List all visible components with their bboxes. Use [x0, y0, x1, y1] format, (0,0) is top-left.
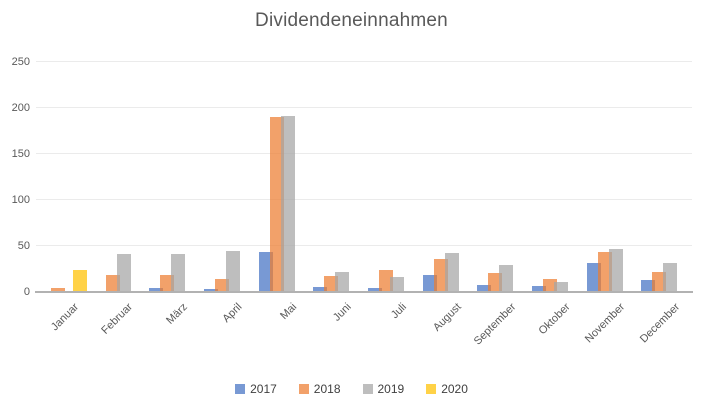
x-axis-line	[35, 291, 693, 293]
gridline-250	[36, 61, 692, 62]
bar-2019-august	[444, 253, 459, 292]
bar-2018-mai	[269, 117, 284, 292]
bar-2018-märz	[160, 275, 175, 292]
legend-item-2019: 2019	[362, 382, 405, 396]
bar-2017-april	[203, 289, 218, 292]
y-axis-tick-250: 250	[11, 56, 30, 68]
legend-label-2017: 2017	[250, 382, 277, 396]
x-axis-label-januar: Januar	[48, 301, 81, 334]
bar-2019-november	[608, 248, 623, 292]
x-axis-label-december: December	[637, 301, 683, 346]
bar-2017-juni	[313, 287, 328, 292]
x-axis-label-april: April	[220, 301, 245, 326]
x-axis-label-mai: Mai	[278, 301, 300, 323]
legend-label-2018: 2018	[313, 382, 341, 396]
bar-2017-november	[586, 263, 601, 292]
x-axis-label-märz: März	[164, 301, 191, 327]
x-axis-label-februar: Februar	[99, 301, 136, 337]
bar-2019-april	[225, 250, 240, 292]
y-axis-tick-100: 100	[11, 194, 30, 206]
bar-2020-januar	[72, 269, 87, 292]
y-axis-tick-150: 150	[11, 148, 30, 160]
bar-2017-august	[422, 275, 437, 292]
bar-2017-september	[477, 284, 492, 292]
gridline-150	[36, 153, 692, 154]
bar-2017-juli	[367, 288, 382, 292]
bar-2019-december	[663, 262, 678, 292]
legend-swatch-2018	[298, 384, 309, 394]
legend-item-2020: 2020	[426, 382, 468, 396]
legend-item-2017: 2017	[235, 382, 277, 396]
bar-2019-februar	[116, 254, 131, 292]
y-axis-tick-50: 50	[17, 240, 30, 252]
legend-item-2018: 2018	[298, 382, 341, 396]
bar-2017-oktober	[531, 285, 546, 292]
bar-2019-juli	[389, 277, 404, 292]
bar-2018-juli	[378, 269, 393, 292]
gridline-200	[36, 107, 692, 108]
bar-2018-januar	[50, 288, 65, 292]
gridline-50	[36, 245, 692, 246]
chart-title: Dividendeneinnahmen	[255, 10, 448, 31]
bar-2019-mai	[280, 116, 295, 292]
gridline-100	[36, 199, 692, 200]
bar-2017-märz	[149, 288, 164, 292]
bar-2019-september	[499, 265, 514, 292]
x-axis-label-oktober: Oktober	[536, 301, 573, 338]
x-axis-label-juni: Juni	[331, 301, 355, 324]
bar-2017-mai	[258, 252, 273, 292]
bar-2019-juni	[335, 271, 350, 292]
bar-2018-april	[214, 279, 229, 292]
x-axis-label-juli: Juli	[388, 301, 409, 322]
legend-swatch-2019	[362, 384, 373, 394]
bar-2019-oktober	[553, 281, 568, 292]
bar-2018-august	[433, 258, 448, 292]
bar-2017-december	[641, 280, 656, 292]
legend-label-2019: 2019	[377, 382, 405, 396]
x-axis-label-august: August	[430, 301, 464, 334]
bar-2018-november	[597, 252, 612, 292]
bar-2019-märz	[171, 254, 186, 292]
x-axis-label-november: November	[583, 301, 628, 346]
legend-label-2020: 2020	[441, 382, 468, 396]
legend: 2017 2018 2019 2020	[0, 382, 703, 396]
y-axis-tick-0: 0	[23, 286, 30, 298]
y-axis-tick-200: 200	[11, 102, 30, 114]
bar-2018-september	[488, 272, 503, 292]
bar-2018-februar	[105, 274, 120, 292]
x-axis-label-september: September	[471, 301, 519, 348]
bar-2018-juni	[324, 276, 339, 292]
bar-2018-oktober	[542, 279, 557, 292]
legend-swatch-2017	[235, 384, 246, 394]
legend-swatch-2020	[426, 384, 437, 394]
bar-2018-december	[652, 271, 667, 292]
